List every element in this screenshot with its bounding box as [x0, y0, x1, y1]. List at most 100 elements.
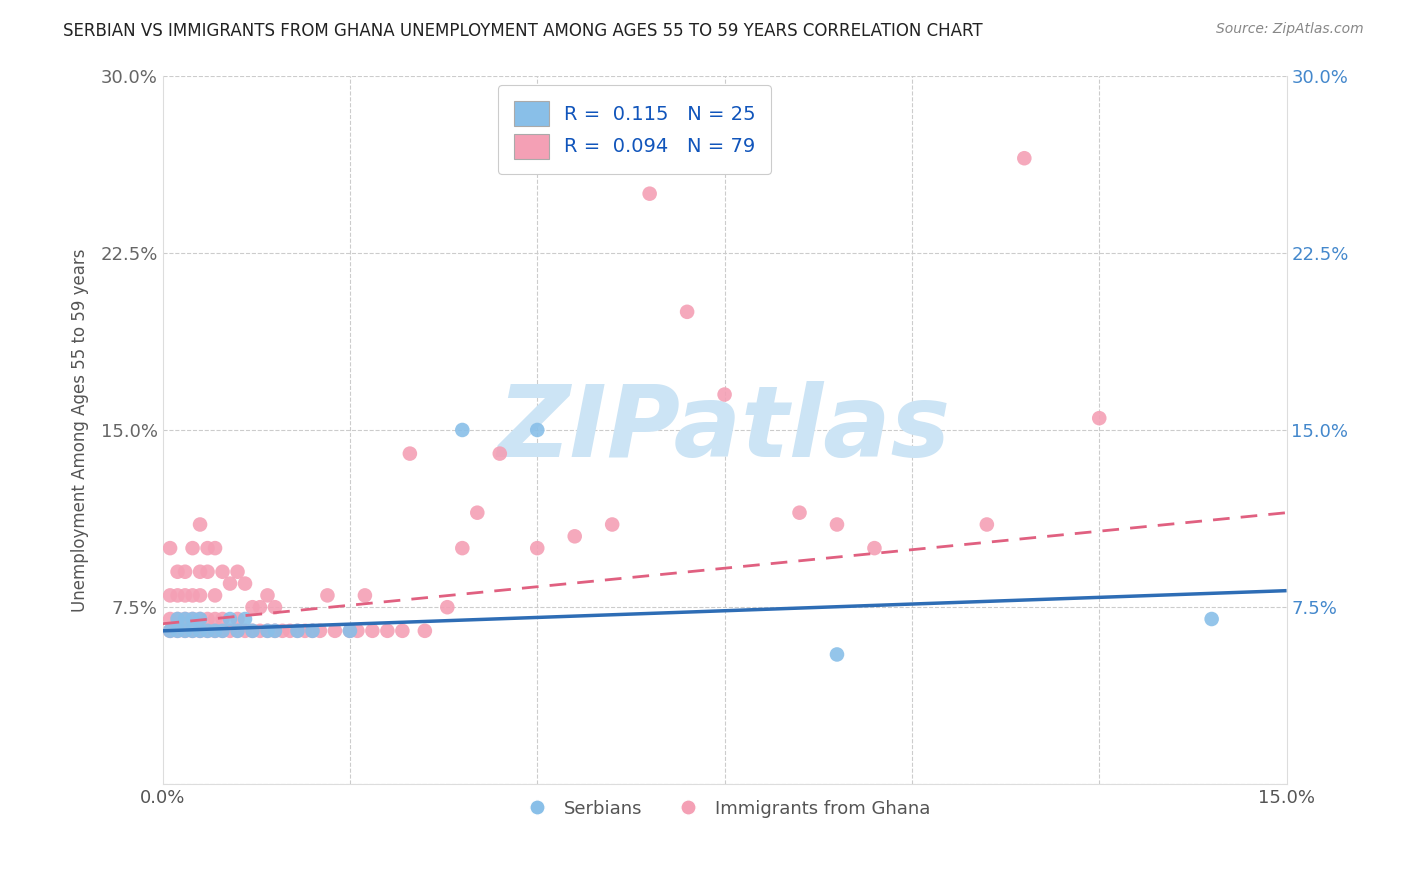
Point [451, 423, 474, 437]
Point [264, 600, 287, 615]
Point [181, 612, 204, 626]
Point [188, 624, 211, 638]
Point [242, 624, 264, 638]
Point [676, 305, 699, 319]
Point [354, 588, 377, 602]
Point [174, 612, 197, 626]
Point [197, 612, 219, 626]
Point [233, 576, 256, 591]
Point [197, 624, 219, 638]
Point [204, 624, 226, 638]
Point [226, 624, 249, 638]
Point [287, 624, 309, 638]
Point [1088, 411, 1111, 425]
Point [181, 612, 204, 626]
Point [271, 624, 294, 638]
Point [249, 600, 271, 615]
Point [316, 588, 339, 602]
Point [233, 624, 256, 638]
Point [339, 624, 361, 638]
Point [377, 624, 399, 638]
Text: SERBIAN VS IMMIGRANTS FROM GHANA UNEMPLOYMENT AMONG AGES 55 TO 59 YEARS CORRELAT: SERBIAN VS IMMIGRANTS FROM GHANA UNEMPLO… [63, 22, 983, 40]
Point [226, 565, 249, 579]
Point [204, 624, 226, 638]
Point [249, 624, 271, 638]
Point [339, 624, 361, 638]
Text: ZIPatlas: ZIPatlas [498, 382, 950, 478]
Point [174, 588, 197, 602]
Point [197, 541, 219, 555]
Point [159, 541, 181, 555]
Point [166, 624, 188, 638]
Point [526, 541, 548, 555]
Point [188, 612, 211, 626]
Point [399, 447, 422, 461]
Point [436, 600, 458, 615]
Point [211, 565, 233, 579]
Point [825, 648, 848, 662]
Point [264, 624, 287, 638]
Point [526, 423, 548, 437]
Point [391, 624, 413, 638]
Point [488, 447, 510, 461]
Point [166, 565, 188, 579]
Point [188, 517, 211, 532]
Legend: Serbians, Immigrants from Ghana: Serbians, Immigrants from Ghana [512, 793, 938, 825]
Point [294, 624, 316, 638]
Point [825, 517, 848, 532]
Point [219, 612, 242, 626]
Point [174, 624, 197, 638]
Point [976, 517, 998, 532]
Point [219, 624, 242, 638]
Point [188, 624, 211, 638]
Point [166, 612, 188, 626]
Point [197, 565, 219, 579]
Point [174, 565, 197, 579]
Point [197, 624, 219, 638]
Point [204, 588, 226, 602]
Point [166, 612, 188, 626]
Point [159, 612, 181, 626]
Point [159, 588, 181, 602]
Point [413, 624, 436, 638]
Point [211, 612, 233, 626]
Point [159, 624, 181, 638]
Point [256, 624, 278, 638]
Point [181, 541, 204, 555]
Point [346, 624, 368, 638]
Point [188, 565, 211, 579]
Point [166, 588, 188, 602]
Point [188, 612, 211, 626]
Point [1014, 151, 1036, 165]
Point [264, 624, 287, 638]
Point [226, 612, 249, 626]
Point [287, 624, 309, 638]
Point [181, 588, 204, 602]
Point [361, 624, 384, 638]
Point [465, 506, 488, 520]
Point [713, 387, 735, 401]
Point [174, 624, 197, 638]
Point [219, 576, 242, 591]
Point [181, 624, 204, 638]
Point [242, 600, 264, 615]
Point [181, 624, 204, 638]
Point [188, 588, 211, 602]
Point [256, 588, 278, 602]
Point [211, 624, 233, 638]
Y-axis label: Unemployment Among Ages 55 to 59 years: Unemployment Among Ages 55 to 59 years [72, 248, 89, 612]
Point [564, 529, 586, 543]
Point [159, 624, 181, 638]
Point [233, 612, 256, 626]
Point [242, 624, 264, 638]
Point [256, 624, 278, 638]
Point [451, 541, 474, 555]
Point [211, 624, 233, 638]
Point [278, 624, 301, 638]
Point [323, 624, 346, 638]
Point [309, 624, 332, 638]
Point [174, 612, 197, 626]
Point [301, 624, 323, 638]
Point [204, 541, 226, 555]
Point [789, 506, 811, 520]
